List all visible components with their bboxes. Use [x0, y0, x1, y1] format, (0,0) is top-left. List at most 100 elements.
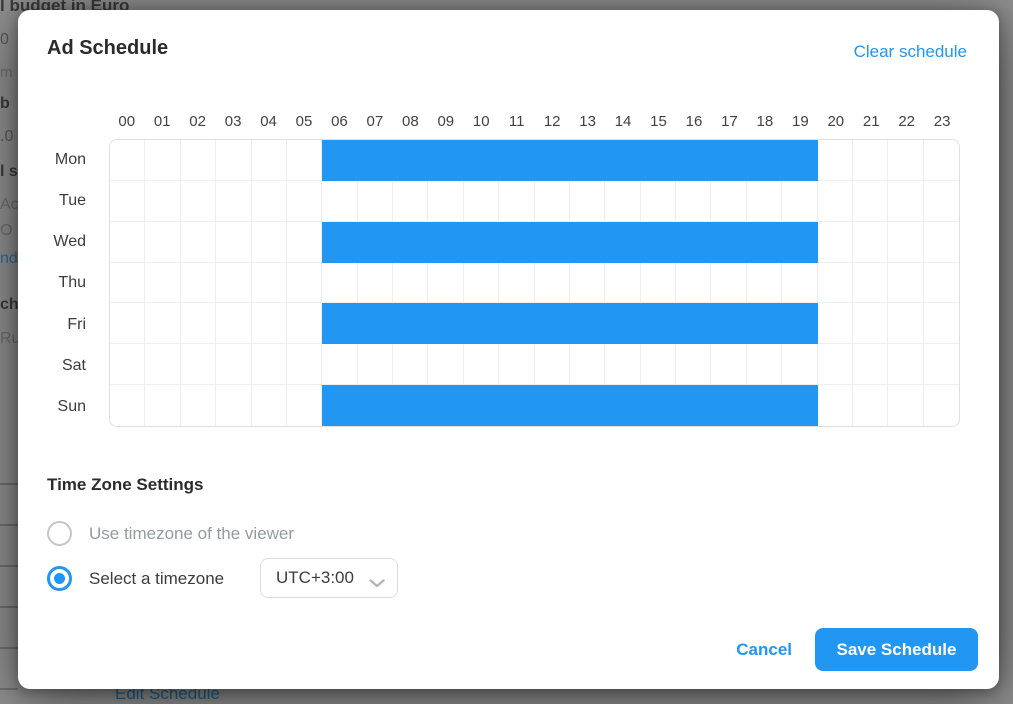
schedule-cell[interactable]	[393, 262, 429, 304]
schedule-cell[interactable]	[393, 344, 429, 386]
schedule-cell[interactable]	[817, 262, 853, 304]
schedule-cell[interactable]	[216, 385, 252, 426]
schedule-cell[interactable]	[286, 303, 323, 345]
schedule-cell[interactable]	[463, 262, 500, 304]
schedule-cell[interactable]	[676, 262, 712, 304]
timezone-dropdown[interactable]: UTC+3:00	[260, 558, 398, 598]
schedule-cell[interactable]	[287, 385, 323, 426]
schedule-cell[interactable]	[817, 180, 853, 222]
schedule-cell[interactable]	[924, 385, 959, 426]
schedule-cell[interactable]	[923, 344, 959, 386]
schedule-cell[interactable]	[782, 180, 818, 222]
selected-range-bar[interactable]	[322, 385, 818, 426]
schedule-cell[interactable]	[711, 344, 747, 386]
schedule-cell[interactable]	[817, 140, 853, 181]
schedule-cell[interactable]	[711, 262, 747, 304]
schedule-cell[interactable]	[216, 180, 252, 222]
schedule-cell[interactable]	[463, 180, 500, 222]
schedule-cell[interactable]	[852, 344, 889, 386]
schedule-cell[interactable]	[534, 180, 570, 222]
schedule-cell[interactable]	[569, 344, 606, 386]
schedule-cell[interactable]	[818, 385, 853, 426]
schedule-cell[interactable]	[357, 262, 393, 304]
schedule-cell[interactable]	[110, 140, 146, 181]
schedule-cell[interactable]	[888, 180, 924, 222]
schedule-cell[interactable]	[852, 180, 889, 222]
schedule-cell[interactable]	[817, 303, 853, 345]
schedule-cell[interactable]	[286, 180, 323, 222]
schedule-cell[interactable]	[676, 344, 712, 386]
schedule-cell[interactable]	[110, 221, 146, 263]
schedule-cell[interactable]	[110, 262, 146, 304]
schedule-cell[interactable]	[852, 303, 889, 345]
schedule-cell[interactable]	[145, 303, 181, 345]
schedule-cell[interactable]	[110, 303, 146, 345]
schedule-cell[interactable]	[499, 262, 535, 304]
schedule-cell[interactable]	[923, 263, 959, 304]
schedule-cell[interactable]	[569, 262, 606, 304]
clear-schedule-link[interactable]: Clear schedule	[853, 42, 967, 61]
schedule-cell[interactable]	[888, 140, 924, 181]
schedule-cell[interactable]	[428, 262, 464, 304]
cancel-button[interactable]: Cancel	[736, 640, 792, 659]
schedule-cell[interactable]	[428, 344, 464, 386]
schedule-cell[interactable]	[676, 180, 712, 222]
schedule-cell[interactable]	[180, 262, 217, 304]
schedule-cell[interactable]	[322, 262, 358, 304]
schedule-cell[interactable]	[852, 221, 889, 263]
schedule-cell[interactable]	[640, 180, 676, 222]
schedule-cell[interactable]	[110, 344, 146, 386]
schedule-cell[interactable]	[286, 344, 323, 386]
schedule-cell[interactable]	[711, 180, 747, 222]
schedule-cell[interactable]	[782, 344, 818, 386]
schedule-cell[interactable]	[534, 262, 570, 304]
schedule-cell[interactable]	[746, 180, 783, 222]
selected-range-bar[interactable]	[322, 303, 818, 345]
schedule-cell[interactable]	[322, 344, 358, 386]
schedule-cell[interactable]	[145, 385, 181, 426]
schedule-cell[interactable]	[180, 344, 217, 386]
schedule-cell[interactable]	[923, 140, 959, 181]
schedule-cell[interactable]	[888, 262, 924, 304]
schedule-cell[interactable]	[888, 385, 924, 426]
schedule-cell[interactable]	[110, 385, 146, 426]
schedule-cell[interactable]	[640, 344, 676, 386]
schedule-cell[interactable]	[782, 262, 818, 304]
schedule-cell[interactable]	[853, 385, 889, 426]
schedule-cell[interactable]	[216, 303, 252, 345]
selected-range-bar[interactable]	[322, 221, 818, 263]
schedule-cell[interactable]	[216, 140, 252, 181]
save-schedule-button[interactable]: Save Schedule	[815, 628, 978, 671]
radio-unselected-icon[interactable]	[47, 521, 72, 546]
schedule-cell[interactable]	[852, 262, 889, 304]
schedule-cell[interactable]	[463, 344, 500, 386]
selected-range-bar[interactable]	[322, 140, 818, 181]
radio-selected-icon[interactable]	[47, 566, 72, 591]
schedule-cell[interactable]	[923, 303, 959, 345]
schedule-cell[interactable]	[180, 221, 217, 263]
schedule-cell[interactable]	[357, 180, 393, 222]
schedule-cell[interactable]	[393, 180, 429, 222]
schedule-cell[interactable]	[817, 344, 853, 386]
schedule-cell[interactable]	[216, 262, 252, 304]
schedule-cell[interactable]	[216, 344, 252, 386]
schedule-cell[interactable]	[605, 262, 641, 304]
schedule-cell[interactable]	[888, 221, 924, 263]
schedule-cell[interactable]	[145, 262, 181, 304]
schedule-cell[interactable]	[252, 385, 287, 426]
schedule-cell[interactable]	[817, 221, 853, 263]
schedule-cell[interactable]	[145, 140, 181, 181]
schedule-cell[interactable]	[322, 180, 358, 222]
schedule-cell[interactable]	[251, 344, 287, 386]
schedule-cell[interactable]	[605, 180, 641, 222]
schedule-cell[interactable]	[746, 262, 783, 304]
schedule-cell[interactable]	[251, 180, 287, 222]
schedule-cell[interactable]	[251, 221, 287, 263]
schedule-cell[interactable]	[746, 344, 783, 386]
schedule-cell[interactable]	[145, 344, 181, 386]
schedule-cell[interactable]	[145, 180, 181, 222]
schedule-cell[interactable]	[145, 221, 181, 263]
schedule-cell[interactable]	[923, 181, 959, 222]
schedule-cell[interactable]	[923, 222, 959, 263]
schedule-cell[interactable]	[534, 344, 570, 386]
